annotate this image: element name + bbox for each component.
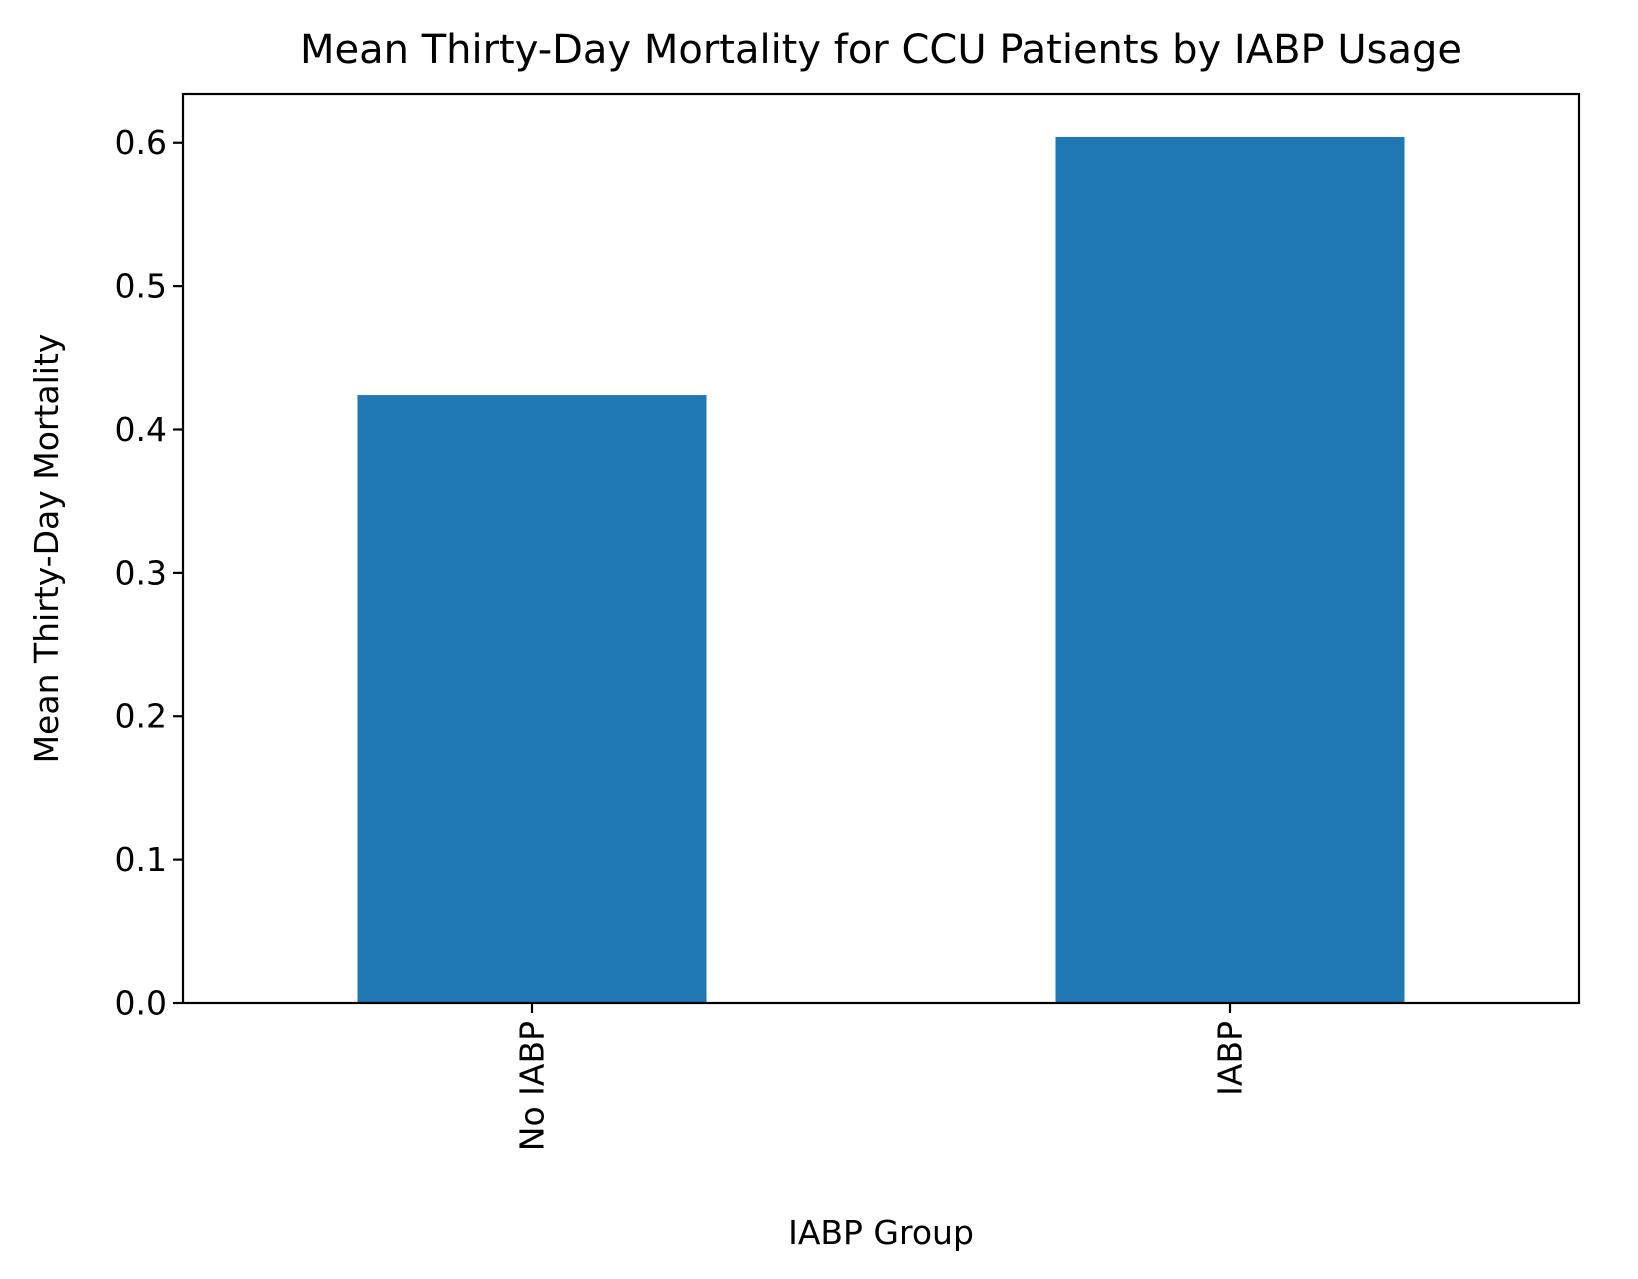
y-tick-label: 0.2 [115, 697, 167, 736]
bar-iabp [1055, 137, 1405, 1003]
y-axis-label: Mean Thirty-Day Mortality [27, 334, 66, 764]
x-axis-label: IABP Group [788, 1213, 974, 1252]
y-tick-label: 0.5 [115, 267, 167, 306]
y-tick-label: 0.6 [115, 123, 167, 162]
y-axis-ticks: 0.0 0.1 0.2 0.3 0.4 0.5 0.6 [115, 123, 183, 1023]
x-axis-ticks: No IABP IABP [513, 1003, 1250, 1151]
y-tick-label: 0.4 [115, 410, 167, 449]
y-tick-label: 0.3 [115, 553, 167, 592]
bar-no-iabp [357, 395, 707, 1003]
x-tick-label: IABP [1211, 1021, 1250, 1096]
plot-area-frame [181, 92, 1581, 1005]
y-tick-label: 0.0 [115, 984, 167, 1023]
x-tick-label: No IABP [513, 1021, 552, 1151]
y-tick-label: 0.1 [115, 840, 167, 879]
bars-group [357, 137, 1405, 1003]
chart-title: Mean Thirty-Day Mortality for CCU Patien… [300, 27, 1462, 73]
